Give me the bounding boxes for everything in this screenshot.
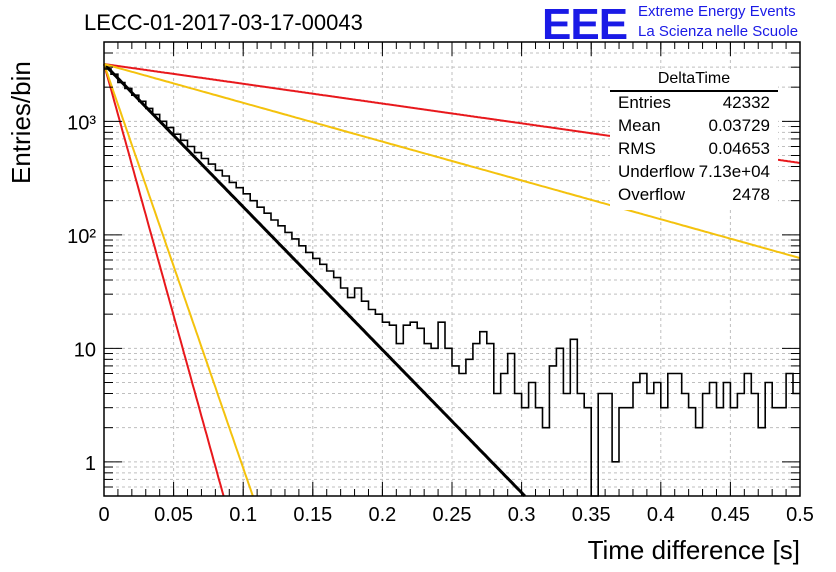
y-axis-label: Entries/bin [6,61,36,184]
stats-value-rms: 0.04653 [708,139,770,158]
curve-fit [102,62,526,498]
x-axis-label: Time difference [s] [587,535,800,565]
stats-value-underflow: 7.13e+04 [698,162,770,181]
chart-series [102,62,801,498]
y-tick-label: 1 [85,453,96,475]
stats-label-overflow: Overflow [618,185,686,204]
x-tick-label: 0.25 [433,504,472,526]
x-tick-label: 0.15 [293,504,332,526]
x-tick-label: 0.1 [229,504,257,526]
curve-red-fast [103,63,225,497]
stats-box-rule [610,90,778,92]
stats-box-title: DeltaTime [657,70,731,87]
stats-value-overflow: 2478 [732,185,770,204]
curve-yellow-slow [103,63,801,260]
grid-lines [104,41,800,497]
stats-label-entries: Entries [618,93,671,112]
x-tick-label: 0.3 [508,504,536,526]
x-tick-label: 0.2 [368,504,396,526]
x-tick-label: 0 [98,504,109,526]
y-tick-label: 10 [74,339,96,361]
x-tick-label: 0.4 [647,504,675,526]
chart-title: LECC-01-2017-03-17-00043 [84,10,363,35]
histogram-step [104,68,800,497]
stats-box: DeltaTime Entries 42332 Mean 0.03729 RMS… [610,70,778,210]
stats-value-entries: 42332 [722,93,770,112]
x-tick-label: 0.05 [154,504,193,526]
stats-value-mean: 0.03729 [708,116,770,135]
y-tick-label: 10² [67,226,96,248]
stats-label-rms: RMS [618,139,656,158]
stats-label-underflow: Underflow [618,162,695,181]
logo-tagline-1: Extreme Energy Events [638,3,796,20]
stats-label-mean: Mean [618,116,661,135]
x-tick-label: 0.5 [786,504,814,526]
chart-axes: 0 0.05 0.1 0.15 0.2 0.25 0.3 0.35 0.4 0.45 0.5 1 10 1… [67,41,814,526]
curve-yellow-fast [103,63,254,497]
x-tick-label: 0.45 [711,504,750,526]
x-tick-label: 0.35 [572,504,611,526]
y-tick-label: 10³ [67,112,96,134]
eee-logo: EEE [542,0,628,49]
logo-tagline-2: La Scienza nelle Scuole [638,23,799,40]
